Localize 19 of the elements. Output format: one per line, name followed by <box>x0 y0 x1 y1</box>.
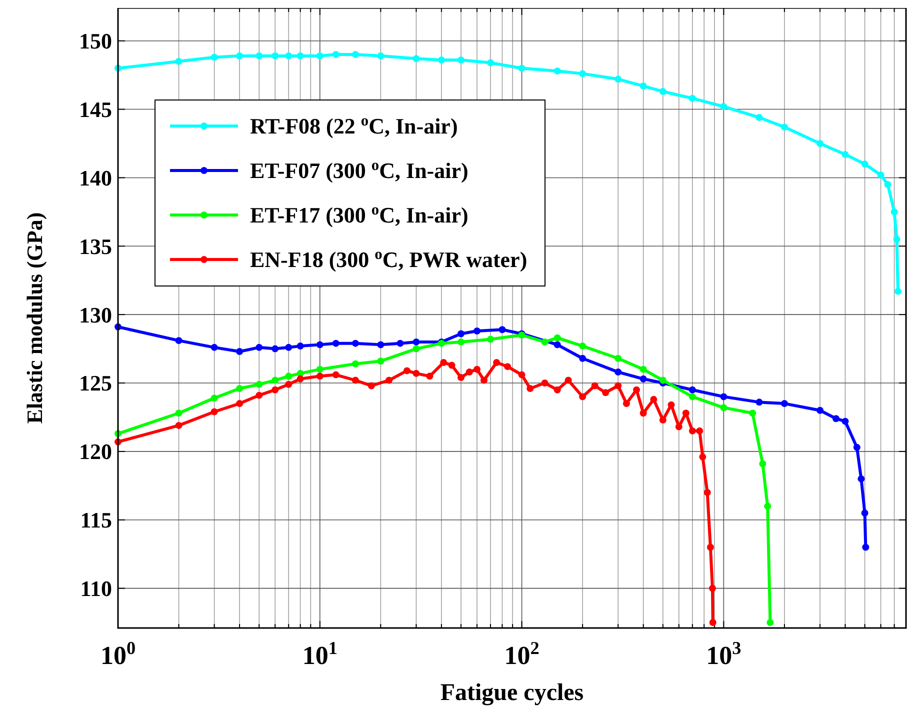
x-axis-title: Fatigue cycles <box>440 680 584 706</box>
x-tick-label: 10$^{1}$ <box>302 638 338 670</box>
y-tick-label: 140 <box>79 165 112 190</box>
legend-label: ET-F17 (300 $^{o}$C, In-air) <box>250 201 468 228</box>
legend-label: RT-F08 (22 $^{o}$C, In-air) <box>250 112 458 139</box>
y-tick-label: 115 <box>80 508 112 533</box>
y-tick-label: 125 <box>79 370 112 396</box>
x-tick-label: 10$^{0}$ <box>100 638 136 670</box>
y-tick-label: 135 <box>79 234 112 259</box>
y-tick-label: 130 <box>79 302 112 328</box>
legend-label: ET-F07 (300 $^{o}$C, In-air) <box>250 156 468 184</box>
x-tick-label: 10$^{3}$ <box>706 638 742 670</box>
y-tick-label: 120 <box>79 439 112 464</box>
y-axis-title: Elastic modulus (GPa) <box>22 212 47 424</box>
y-tick-label: 110 <box>80 576 112 602</box>
y-tick-label: 145 <box>79 96 112 122</box>
y-tick-label: 150 <box>79 28 112 54</box>
legend-label: EN-F18 (300 $^{o}$C, PWR water) <box>250 246 528 272</box>
x-tick-label: 10$^{2}$ <box>504 638 540 670</box>
